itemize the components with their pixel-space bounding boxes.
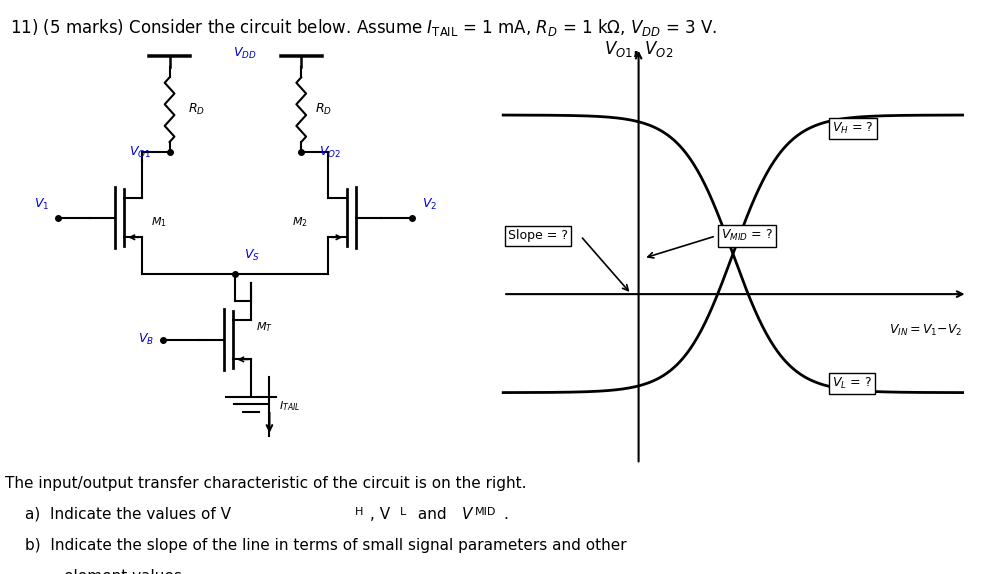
Text: element values.: element values. — [64, 569, 186, 574]
Text: $V_{DD}$: $V_{DD}$ — [233, 45, 256, 61]
Text: $V_H$ = ?: $V_H$ = ? — [831, 121, 873, 136]
Text: $V_1$: $V_1$ — [34, 197, 49, 212]
Text: b)  Indicate the slope of the line in terms of small signal parameters and other: b) Indicate the slope of the line in ter… — [25, 538, 626, 553]
Text: V: V — [461, 507, 472, 522]
Text: , V: , V — [370, 507, 389, 522]
Text: $I_{TAIL}$: $I_{TAIL}$ — [278, 400, 300, 413]
Text: The input/output transfer characteristic of the circuit is on the right.: The input/output transfer characteristic… — [5, 476, 526, 491]
Text: $V_B$: $V_B$ — [137, 332, 154, 347]
Text: $V_{O1}$, $V_{O2}$: $V_{O1}$, $V_{O2}$ — [603, 39, 672, 59]
Text: $M_1$: $M_1$ — [151, 215, 167, 229]
Text: $M_2$: $M_2$ — [292, 215, 308, 229]
Text: 11) (5 marks) Consider the circuit below. Assume $I_{\rm TAIL}$ = 1 mA, $R_D$ = : 11) (5 marks) Consider the circuit below… — [10, 17, 716, 38]
Text: $V_{O1}$: $V_{O1}$ — [129, 145, 151, 160]
Text: $V_L$ = ?: $V_L$ = ? — [831, 376, 871, 391]
Text: $V_{IN}$$=$$V_1$$-$$V_2$: $V_{IN}$$=$$V_1$$-$$V_2$ — [888, 323, 961, 338]
Text: $V_{O2}$: $V_{O2}$ — [319, 145, 341, 160]
Text: a)  Indicate the values of V: a) Indicate the values of V — [25, 507, 231, 522]
Text: $M_T$: $M_T$ — [255, 320, 272, 333]
Text: $R_D$: $R_D$ — [187, 102, 204, 117]
Text: MID: MID — [474, 507, 496, 517]
Text: $V_2$: $V_2$ — [421, 197, 436, 212]
Text: $V_{MID}$ = ?: $V_{MID}$ = ? — [720, 228, 772, 243]
Text: L: L — [399, 507, 405, 517]
Text: .: . — [503, 507, 508, 522]
Text: $V_S$: $V_S$ — [245, 249, 260, 263]
Text: and: and — [412, 507, 451, 522]
Text: $R_D$: $R_D$ — [315, 102, 331, 117]
Text: Slope = ?: Slope = ? — [508, 230, 567, 242]
Text: H: H — [355, 507, 363, 517]
